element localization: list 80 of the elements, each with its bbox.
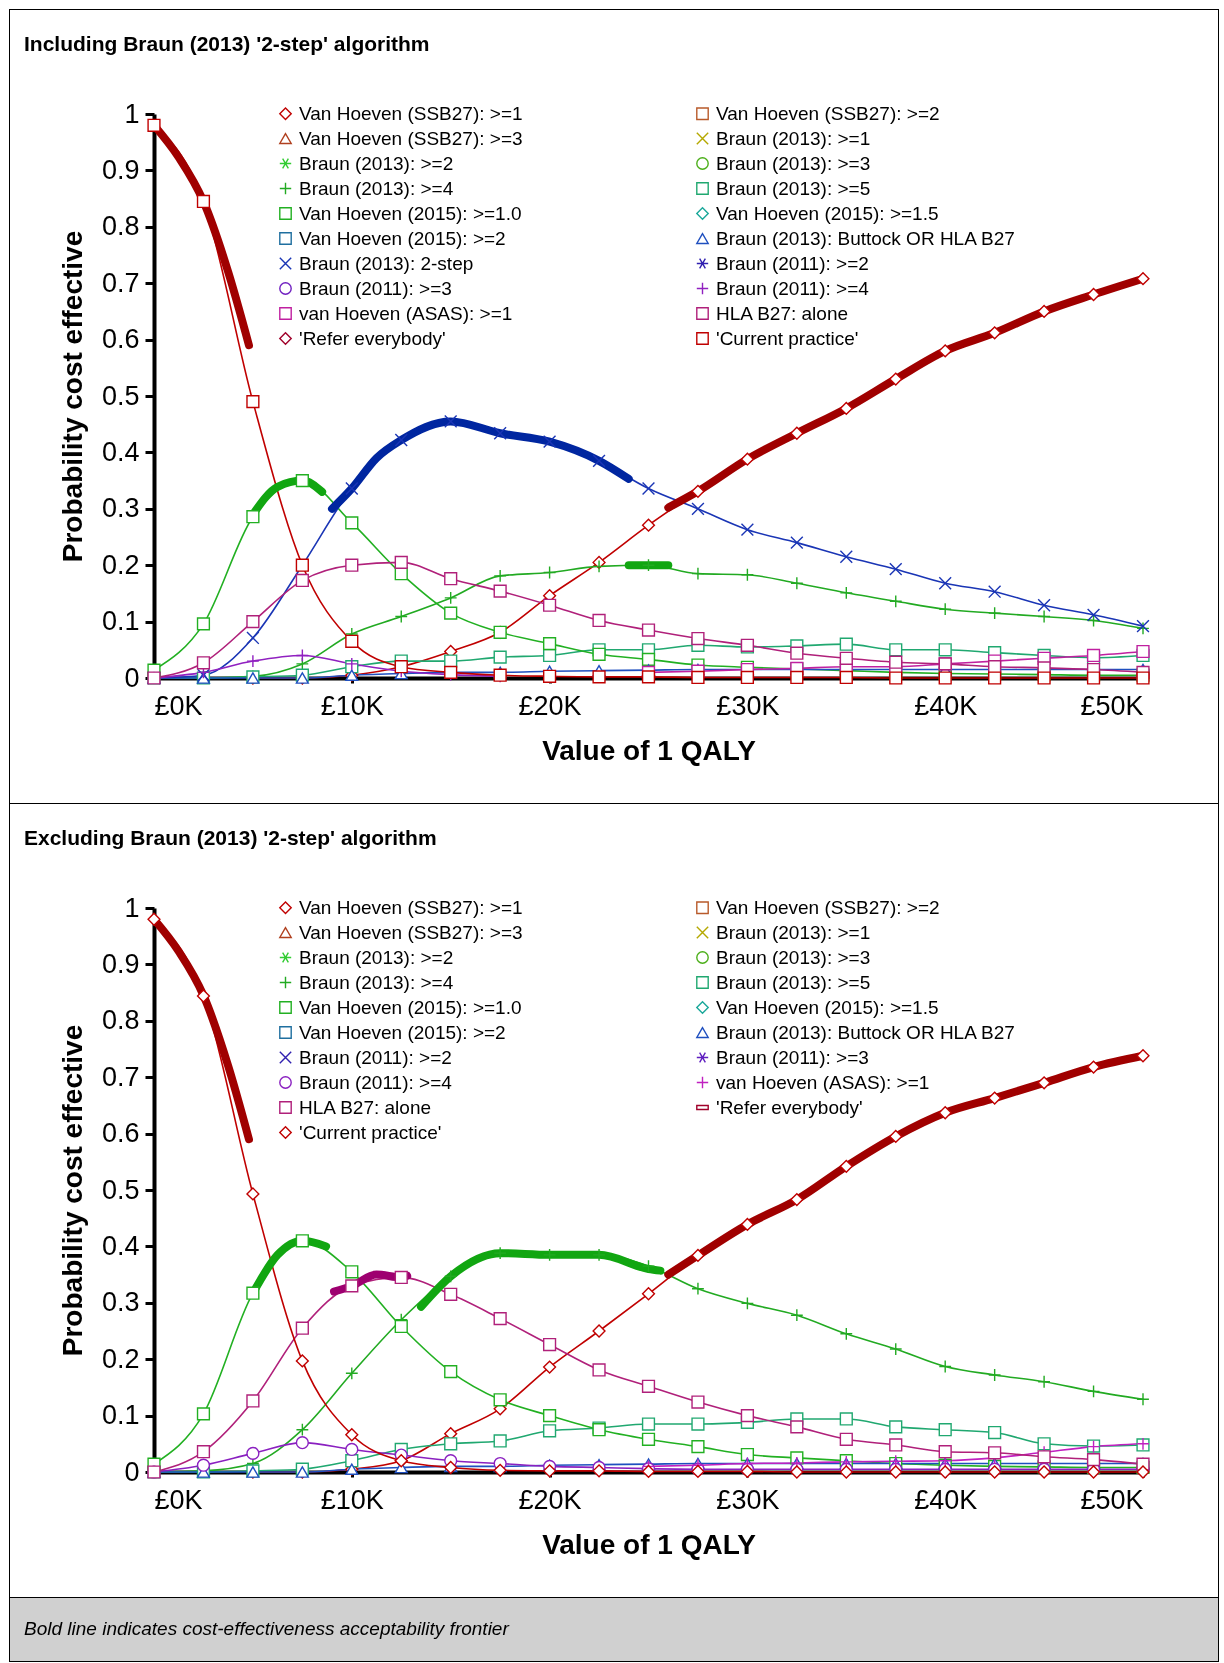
x-tick-label: £20K	[518, 690, 582, 721]
legend-label: 'Current practice'	[299, 1121, 442, 1143]
chart-title: Excluding Braun (2013) '2-step' algorithm	[23, 825, 438, 851]
legend-label: Braun (2013): >=4	[299, 177, 454, 199]
x-tick-label: £20K	[518, 1484, 582, 1515]
legend-label: Braun (2013): >=5	[716, 971, 871, 993]
legend-label: Van Hoeven (2015): >=1.5	[716, 202, 939, 224]
x-tick-label: £40K	[914, 1484, 978, 1515]
legend-label: Braun (2011): >=3	[299, 277, 452, 299]
y-tick-label: 0.7	[101, 267, 140, 298]
legend-label: Braun (2013): >=2	[299, 152, 454, 174]
legend-label: 'Current practice'	[716, 327, 859, 349]
y-tick-label: 0.3	[101, 1287, 140, 1318]
y-tick-label: 1	[124, 892, 140, 923]
legend-label: Van Hoeven (2015): >=1.0	[299, 996, 522, 1018]
y-axis-title: Probability cost effective	[56, 1024, 88, 1357]
x-tick-label: £50K	[1080, 1484, 1144, 1515]
legend-label: Van Hoeven (2015): >=1.5	[716, 996, 939, 1018]
y-tick-label: 0.8	[101, 1005, 140, 1036]
x-tick-label: £10K	[320, 690, 384, 721]
legend-label: Braun (2013): >=1	[716, 127, 871, 149]
legend-label: Braun (2013): 2-step	[299, 252, 474, 274]
legend-label: Van Hoeven (2015): >=2	[299, 227, 506, 249]
legend-label: Braun (2011): >=2	[716, 252, 869, 274]
y-tick-label: 0.2	[101, 549, 140, 580]
y-tick-label: 0.6	[101, 324, 140, 355]
x-axis-title: Value of 1 QALY	[542, 1528, 757, 1560]
legend-label: van Hoeven (ASAS): >=1	[716, 1071, 930, 1093]
y-tick-label: 0	[124, 662, 140, 693]
legend-label: Braun (2011): >=4	[299, 1071, 453, 1093]
y-tick-label: 1	[124, 98, 140, 129]
legend-label: Braun (2013): >=4	[299, 971, 454, 993]
y-tick-label: 0.9	[101, 948, 140, 979]
y-tick-label: 0	[124, 1456, 140, 1487]
y-tick-label: 0.6	[101, 1118, 140, 1149]
y-tick-label: 0.4	[101, 436, 140, 467]
x-tick-label: £0K	[154, 690, 203, 721]
legend-label: van Hoeven (ASAS): >=1	[299, 302, 513, 324]
legend-label: Van Hoeven (SSB27): >=1	[299, 896, 523, 918]
legend-label: Van Hoeven (2015): >=1.0	[299, 202, 522, 224]
legend-label: HLA B27: alone	[299, 1096, 432, 1118]
x-tick-label: £50K	[1080, 690, 1144, 721]
legend-label: Braun (2011): >=2	[299, 1046, 452, 1068]
x-tick-label: £0K	[154, 1484, 203, 1515]
y-axis-title: Probability cost effective	[56, 230, 88, 563]
y-tick-label: 0.2	[101, 1343, 140, 1374]
legend-label: Van Hoeven (SSB27): >=3	[299, 921, 523, 943]
y-tick-label: 0.1	[101, 606, 140, 637]
x-tick-label: £30K	[716, 1484, 780, 1515]
y-tick-label: 0.7	[101, 1061, 140, 1092]
legend-label: Van Hoeven (SSB27): >=2	[716, 102, 940, 124]
legend-label: Braun (2013): >=1	[716, 921, 871, 943]
y-tick-label: 0.1	[101, 1400, 140, 1431]
text: Bold line indicates cost-effectiveness acceptability frontier	[10, 1598, 1218, 1661]
legend-label: Braun (2013): >=3	[716, 946, 871, 968]
x-tick-label: £10K	[320, 1484, 384, 1515]
y-tick-label: 0.9	[101, 154, 140, 185]
legend-label: Braun (2013): >=5	[716, 177, 871, 199]
legend-label: Braun (2013): >=3	[716, 152, 871, 174]
y-tick-label: 0.5	[101, 1174, 140, 1205]
legend-label: HLA B27: alone	[716, 302, 849, 324]
x-tick-label: £30K	[716, 690, 780, 721]
legend-label: Braun (2013): >=2	[299, 946, 454, 968]
legend-label: Braun (2013): Buttock OR HLA B27	[716, 227, 1015, 249]
legend-label: 'Refer everybody'	[716, 1096, 863, 1118]
legend-label: Braun (2011): >=4	[716, 277, 870, 299]
y-tick-label: 0.4	[101, 1230, 140, 1261]
legend-label: Van Hoeven (2015): >=2	[299, 1021, 506, 1043]
legend-label: 'Refer everybody'	[299, 327, 446, 349]
y-tick-label: 0.8	[101, 211, 140, 242]
legend-label: Van Hoeven (SSB27): >=3	[299, 127, 523, 149]
y-tick-label: 0.3	[101, 493, 140, 524]
legend-label: Van Hoeven (SSB27): >=1	[299, 102, 523, 124]
legend-label: Braun (2013): Buttock OR HLA B27	[716, 1021, 1015, 1043]
legend-label: Braun (2011): >=3	[716, 1046, 869, 1068]
legend-label: Van Hoeven (SSB27): >=2	[716, 896, 940, 918]
chart-title: Including Braun (2013) '2-step' algorithm	[23, 31, 431, 57]
x-tick-label: £40K	[914, 690, 978, 721]
x-axis-title: Value of 1 QALY	[542, 734, 757, 766]
y-tick-label: 0.5	[101, 380, 140, 411]
